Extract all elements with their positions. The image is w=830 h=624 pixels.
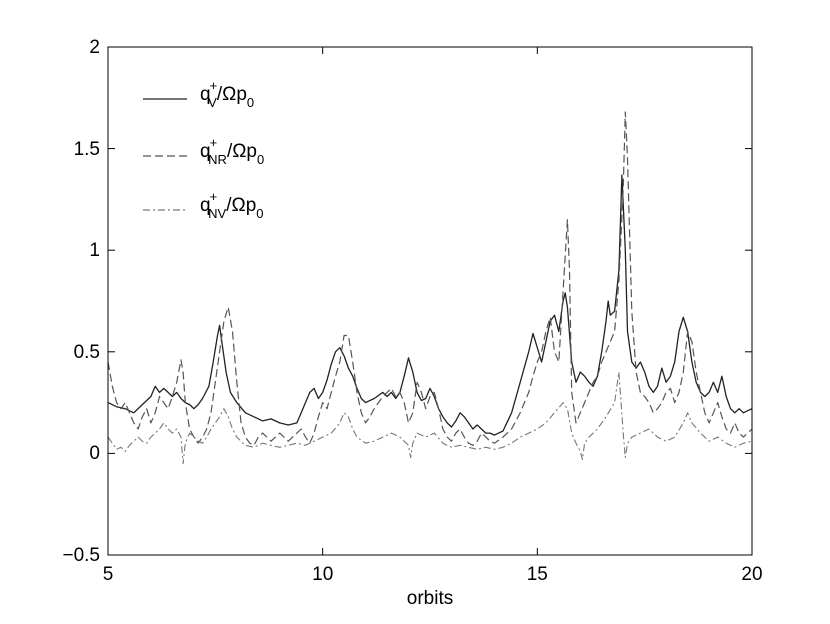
legend: q+ V/Ωp0 q+ NR/Ωp0 q+ NV/Ωp0 (143, 78, 264, 221)
y-tick-label: 0 (89, 443, 100, 464)
y-tick-label: 1.5 (74, 139, 100, 160)
x-tick-label: 15 (527, 564, 548, 585)
x-tick-label: 10 (312, 564, 333, 585)
x-tick-labels: 5 10 15 20 (103, 564, 763, 585)
y-tick-label: 2 (89, 37, 100, 58)
legend-label-nv: q+ NV/Ωp0 (200, 189, 264, 221)
legend-label-nr: q+ NR/Ωp0 (200, 135, 264, 167)
axis-ticks (107, 46, 753, 556)
x-tick-label: 5 (103, 564, 114, 585)
plot-frame (107, 46, 753, 556)
y-tick-label: 0.5 (74, 342, 100, 363)
plot-area (108, 47, 752, 555)
y-tick-label: −0.5 (62, 545, 100, 566)
x-tick-label: 20 (741, 564, 762, 585)
series-line-dashed (107, 111, 753, 446)
series-line-solid (107, 174, 753, 436)
series-group (107, 111, 753, 465)
x-axis-label: orbits (407, 588, 453, 609)
y-tick-label: 1 (89, 240, 100, 261)
legend-label-v: q+ V/Ωp0 (200, 78, 254, 110)
series-line-dashdot (107, 371, 753, 465)
y-tick-labels: −0.5 0 0.5 1 1.5 2 (62, 37, 100, 566)
